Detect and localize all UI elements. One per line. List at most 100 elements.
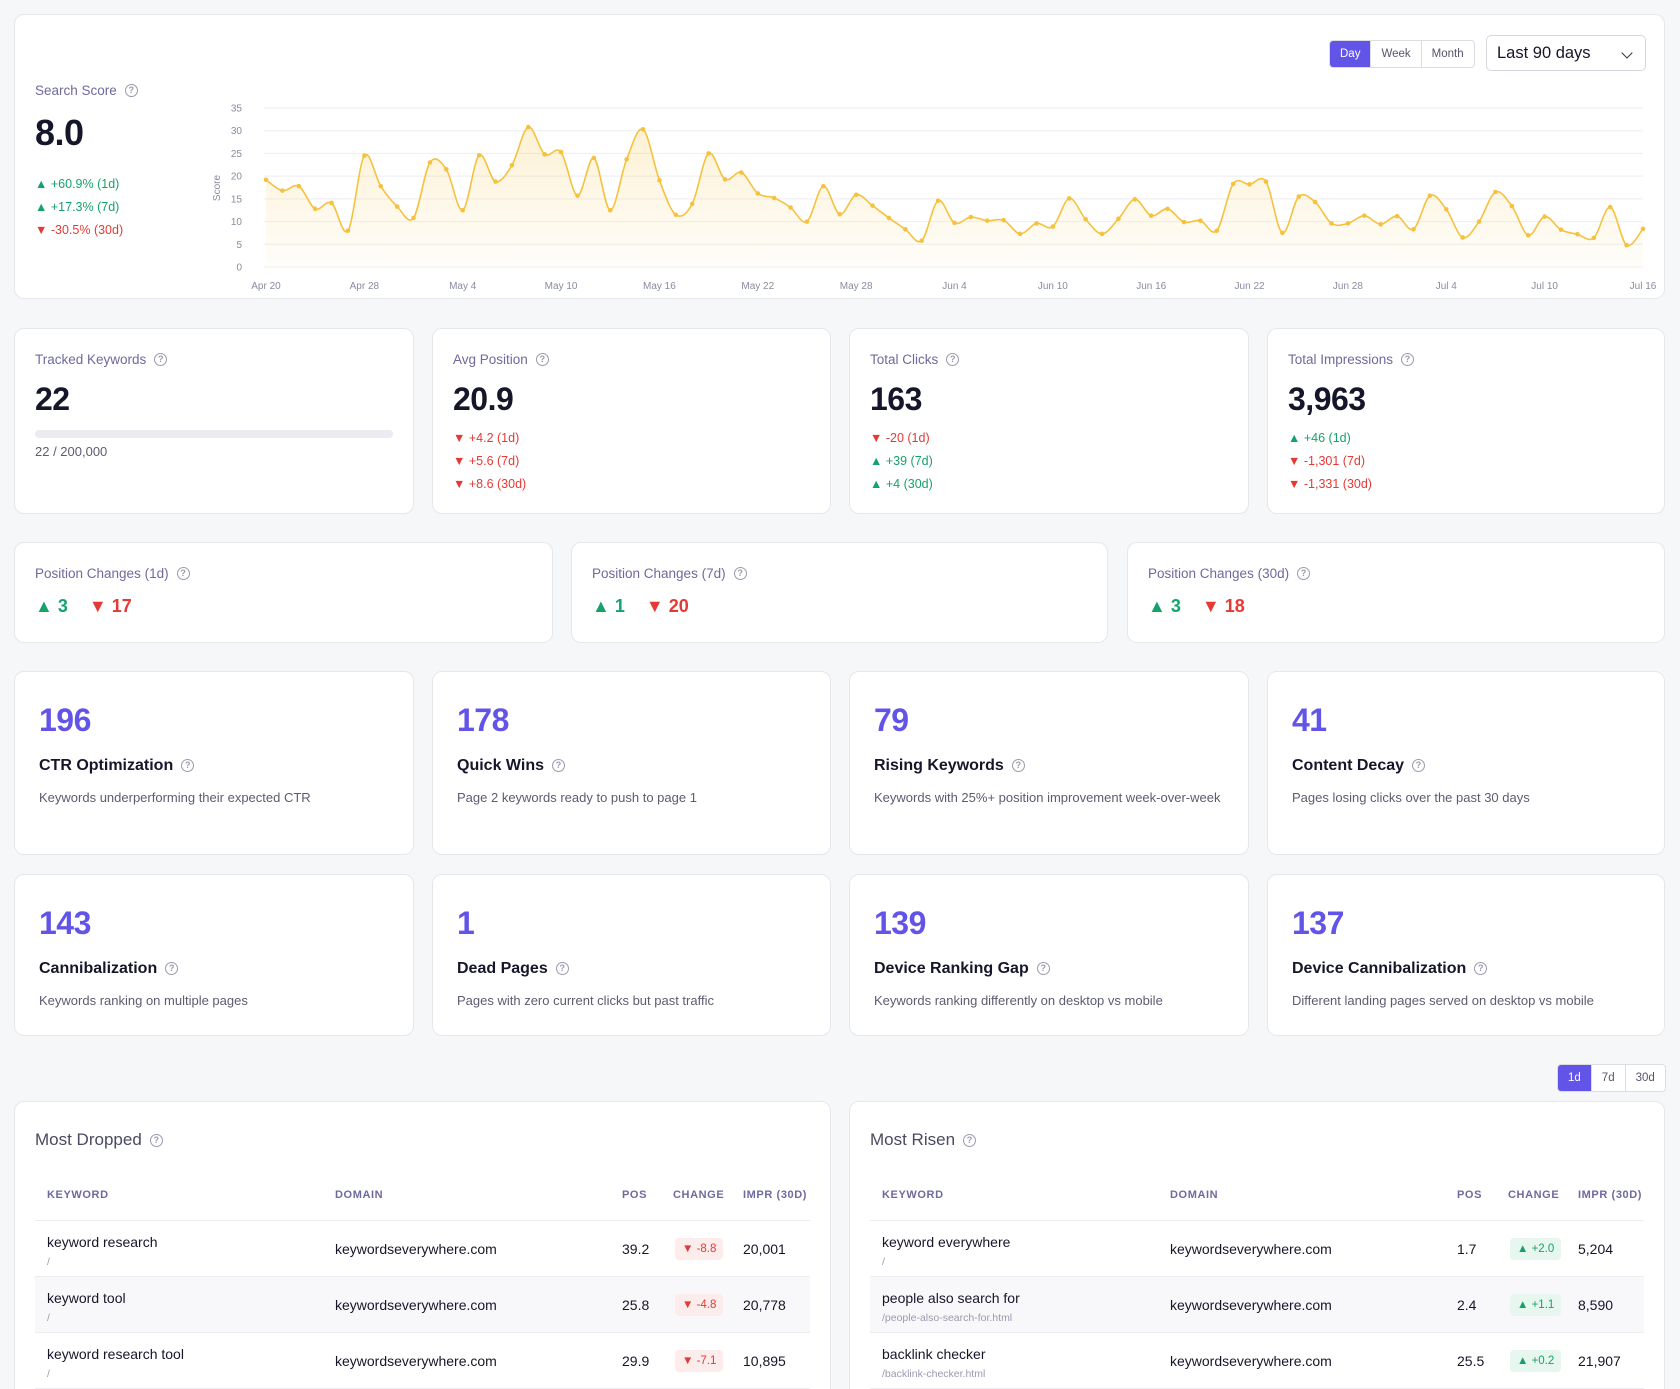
col-domain[interactable]: DOMAIN xyxy=(1170,1189,1219,1201)
opportunity-title: Cannibalization xyxy=(39,960,158,977)
help-icon[interactable]: ? xyxy=(551,759,565,773)
delta-30d: ▼ +8.6 (30d) xyxy=(453,477,527,491)
opportunity-desc: Pages losing clicks over the past 30 day… xyxy=(1292,790,1530,805)
data-point xyxy=(1558,227,1564,233)
date-range-select[interactable]: Last 90 days xyxy=(1486,35,1646,71)
help-icon[interactable]: ? xyxy=(165,962,179,976)
data-point xyxy=(1345,221,1351,226)
help-icon[interactable]: ? xyxy=(1297,567,1311,581)
opportunity-desc: Keywords underperforming their expected … xyxy=(39,790,311,805)
data-point xyxy=(1378,221,1384,227)
col-keyword[interactable]: KEYWORD xyxy=(882,1189,944,1201)
help-icon[interactable]: ? xyxy=(535,353,549,367)
section-title-row: Most Risen? xyxy=(870,1130,977,1150)
col-impr[interactable]: IMPR (30D) xyxy=(743,1189,808,1201)
data-point xyxy=(1394,213,1400,219)
col-domain[interactable]: DOMAIN xyxy=(335,1189,384,1201)
data-point xyxy=(1083,217,1088,222)
help-icon[interactable]: ? xyxy=(1412,759,1426,773)
kpi-label-row: Total Impressions? xyxy=(1288,351,1415,369)
positions-up: ▲ 3 xyxy=(35,596,68,616)
table-row[interactable]: backlink checker /backlink-checker.html … xyxy=(870,1332,1644,1388)
opportunity-cannibalization[interactable]: 143 Cannibalization? Keywords ranking on… xyxy=(14,874,414,1036)
opportunity-device-ranking-gap[interactable]: 139 Device Ranking Gap? Keywords ranking… xyxy=(849,874,1249,1036)
opportunity-body: 79 Rising Keywords? Keywords with 25%+ p… xyxy=(874,702,1228,809)
row-keyword: keyword research xyxy=(47,1234,158,1250)
table-row[interactable]: keyword research / keywordseverywhere.co… xyxy=(35,1220,810,1276)
help-icon[interactable]: ? xyxy=(555,962,569,976)
help-icon[interactable]: ? xyxy=(1474,962,1488,976)
granularity-day[interactable]: Day xyxy=(1330,41,1371,67)
opportunity-quick-wins[interactable]: 178 Quick Wins? Page 2 keywords ready to… xyxy=(432,671,831,855)
col-keyword[interactable]: KEYWORD xyxy=(47,1189,109,1201)
opportunity-title: Device Ranking Gap xyxy=(874,960,1029,977)
opportunity-rising-keywords[interactable]: 79 Rising Keywords? Keywords with 25%+ p… xyxy=(849,671,1249,855)
positions-up-count: 3 xyxy=(57,596,68,616)
help-icon[interactable]: ? xyxy=(1036,962,1050,976)
col-pos[interactable]: POS xyxy=(1457,1189,1483,1201)
positions-down-count: 20 xyxy=(668,596,689,616)
search-score-label-text: Search Score xyxy=(35,83,117,98)
granularity-week[interactable]: Week xyxy=(1370,41,1420,67)
data-point xyxy=(312,206,318,212)
table-row[interactable]: keyword research tool / keywordseverywhe… xyxy=(35,1332,810,1388)
help-icon[interactable]: ? xyxy=(154,353,168,367)
row-change-badge: ▼ -4.8 xyxy=(675,1294,724,1316)
row-pos: 29.9 xyxy=(622,1353,650,1369)
kpi-avg-position: Avg Position? 20.9 ▼ +4.2 (1d) ▼ +5.6 (7… xyxy=(432,328,831,514)
table-row[interactable]: people also search for /people-also-sear… xyxy=(870,1276,1644,1332)
help-icon[interactable]: ? xyxy=(176,567,190,581)
granularity-month[interactable]: Month xyxy=(1420,41,1474,67)
help-icon[interactable]: ? xyxy=(149,1134,163,1148)
data-point xyxy=(329,200,334,206)
x-tick-label: Jul 4 xyxy=(1436,281,1458,292)
data-point xyxy=(1575,231,1580,237)
data-point xyxy=(1525,232,1531,238)
data-point xyxy=(1214,228,1220,233)
positions-down-count: 17 xyxy=(111,596,132,616)
delta-7d: ▼ +5.6 (7d) xyxy=(453,454,520,468)
data-point xyxy=(280,188,285,193)
row-keyword: keyword tool xyxy=(47,1290,126,1306)
opportunity-ctr-optimization[interactable]: 196 CTR Optimization? Keywords underperf… xyxy=(14,671,414,855)
row-keyword: keyword everywhere xyxy=(882,1234,1011,1250)
period-7d[interactable]: 7d xyxy=(1590,1065,1625,1091)
kpi-label-row: Total Clicks? xyxy=(870,351,960,369)
period-30d[interactable]: 30d xyxy=(1624,1065,1665,1091)
delta-30d: ▼ -30.5% (30d) xyxy=(35,223,124,237)
opportunity-content-decay[interactable]: 41 Content Decay? Pages losing clicks ov… xyxy=(1267,671,1665,855)
opportunity-count: 41 xyxy=(1292,702,1327,738)
delta-1d: ▼ +4.2 (1d) xyxy=(453,431,520,445)
data-point xyxy=(362,153,367,158)
opportunity-desc: Keywords with 25%+ position improvement … xyxy=(874,790,1221,805)
help-icon[interactable]: ? xyxy=(181,759,195,773)
help-icon[interactable]: ? xyxy=(1011,759,1025,773)
data-point xyxy=(1460,235,1465,240)
table-row[interactable]: keyword everywhere / keywordseverywhere.… xyxy=(870,1220,1644,1276)
col-pos[interactable]: POS xyxy=(622,1189,648,1201)
help-icon[interactable]: ? xyxy=(1401,353,1415,367)
help-icon[interactable]: ? xyxy=(733,567,747,581)
data-point xyxy=(722,177,728,182)
data-point xyxy=(575,193,580,198)
data-point xyxy=(525,124,531,130)
row-keyword: people also search for xyxy=(882,1290,1020,1306)
opportunity-title-row: Device Cannibalization? xyxy=(1292,960,1644,978)
col-change[interactable]: CHANGE xyxy=(1508,1189,1560,1201)
opportunity-body: 137 Device Cannibalization? Different la… xyxy=(1292,905,1644,1012)
period-1d[interactable]: 1d xyxy=(1558,1065,1591,1091)
delta-7d: ▲ +17.3% (7d) xyxy=(35,200,120,214)
help-icon[interactable]: ? xyxy=(124,84,138,98)
position-changes-1d: Position Changes (1d)? ▲ 3 ▼ 17 xyxy=(14,542,553,643)
data-point xyxy=(1165,206,1170,212)
help-icon[interactable]: ? xyxy=(946,353,960,367)
row-pos: 1.7 xyxy=(1457,1241,1477,1257)
opportunity-dead-pages[interactable]: 1 Dead Pages? Pages with zero current cl… xyxy=(432,874,831,1036)
col-change[interactable]: CHANGE xyxy=(673,1189,725,1201)
table-row[interactable]: keyword tool / keywordseverywhere.com 25… xyxy=(35,1276,810,1332)
col-impr[interactable]: IMPR (30D) xyxy=(1578,1189,1643,1201)
data-point xyxy=(591,155,597,161)
opportunity-device-cannibalization[interactable]: 137 Device Cannibalization? Different la… xyxy=(1267,874,1665,1036)
kpi-value: 22 xyxy=(35,381,70,417)
help-icon[interactable]: ? xyxy=(963,1134,977,1148)
